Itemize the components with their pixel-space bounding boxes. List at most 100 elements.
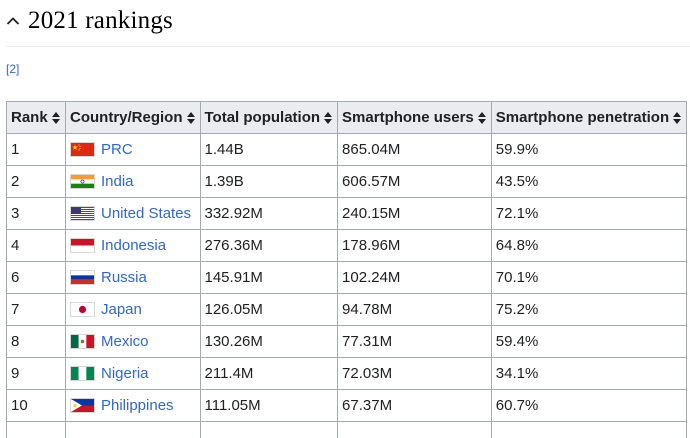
country-link[interactable]: India — [101, 173, 134, 190]
flag-india-icon — [70, 174, 95, 189]
cell-rank: 10 — [6, 389, 66, 422]
cell-population: 211.4M — [199, 357, 339, 390]
flag-russia-icon — [70, 270, 95, 285]
table-row — [6, 421, 688, 438]
cell-rank: 6 — [6, 261, 66, 294]
sort-icon[interactable] — [324, 111, 333, 124]
country-cell-content: Nigeria — [70, 365, 196, 382]
country-link[interactable]: Russia — [101, 269, 147, 286]
table-row: 3 United States 332.92M 240.15M 72.1% — [6, 197, 688, 230]
cell-population — [199, 421, 339, 438]
country-cell-content: United States — [70, 205, 196, 222]
country-link[interactable]: Indonesia — [101, 237, 167, 254]
cell-rank: 1 — [6, 133, 66, 166]
country-link[interactable]: Nigeria — [101, 365, 149, 382]
cell-country: India — [65, 165, 201, 198]
sort-icon[interactable] — [186, 111, 196, 124]
cell-population: 1.39B — [199, 165, 339, 198]
cell-rank: 9 — [6, 357, 66, 390]
header-penetration[interactable]: Smartphone penetration — [490, 101, 688, 134]
flag-usa-icon — [70, 206, 95, 221]
cell-population: 1.44B — [199, 133, 339, 166]
flag-mexico-icon — [70, 334, 95, 349]
country-link[interactable]: United States — [101, 205, 192, 222]
country-cell-content: Philippines — [70, 397, 196, 414]
cell-smartphone-users: 94.78M — [337, 293, 492, 326]
cell-penetration: 34.1% — [490, 357, 688, 390]
header-population[interactable]: Total population — [199, 101, 339, 134]
cell-country: Indonesia — [65, 229, 201, 262]
cell-smartphone-users — [337, 421, 492, 438]
cell-smartphone-users: 67.37M — [337, 389, 492, 422]
country-link[interactable]: Japan — [101, 301, 142, 318]
cell-smartphone-users: 72.03M — [337, 357, 492, 390]
cell-penetration: 72.1% — [490, 197, 688, 230]
cell-country: Japan — [65, 293, 201, 326]
flag-nigeria-icon — [70, 366, 95, 381]
header-rank[interactable]: Rank — [6, 101, 66, 134]
flag-china-icon — [70, 142, 95, 157]
country-link[interactable]: Philippines — [101, 397, 174, 414]
flag-japan-icon — [70, 302, 95, 317]
heading-divider — [6, 46, 690, 47]
country-cell-content: Mexico — [70, 333, 196, 350]
cell-country — [65, 421, 201, 438]
table-row: 1 PRC 1.44B 865.04M 59.9% — [6, 133, 688, 166]
country-cell-content: PRC — [70, 141, 196, 158]
cell-penetration: 59.4% — [490, 325, 688, 358]
sort-icon[interactable] — [477, 111, 487, 124]
sort-icon[interactable] — [52, 111, 61, 124]
cell-penetration: 59.9% — [490, 133, 688, 166]
table-row: 2 India 1.39B 606.57M 43.5% — [6, 165, 688, 198]
cell-population: 332.92M — [199, 197, 339, 230]
table-row: 6 Russia 145.91M 102.24M 70.1% — [6, 261, 688, 294]
cell-population: 130.26M — [199, 325, 339, 358]
cell-country: United States — [65, 197, 201, 230]
cell-country: PRC — [65, 133, 201, 166]
cell-country: Russia — [65, 261, 201, 294]
flag-indonesia-icon — [70, 238, 95, 253]
header-label: Smartphone users — [342, 109, 474, 126]
cell-rank: 8 — [6, 325, 66, 358]
cell-rank: 3 — [6, 197, 66, 230]
country-cell-content: Russia — [70, 269, 196, 286]
header-label: Smartphone penetration — [495, 109, 670, 126]
header-country[interactable]: Country/Region — [65, 101, 201, 134]
citation-link[interactable]: [2] — [6, 62, 20, 76]
cell-smartphone-users: 240.15M — [337, 197, 492, 230]
table-row: 8 Mexico 130.26M 77.31M 59.4% — [6, 325, 688, 358]
cell-smartphone-users: 606.57M — [337, 165, 492, 198]
cell-smartphone-users: 77.31M — [337, 325, 492, 358]
cell-penetration: 75.2% — [490, 293, 688, 326]
cell-population: 145.91M — [199, 261, 339, 294]
cell-rank: 2 — [6, 165, 66, 198]
country-link[interactable]: PRC — [101, 141, 133, 158]
cell-country: Philippines — [65, 389, 201, 422]
section-title: 2021 rankings — [28, 7, 173, 34]
cell-penetration: 70.1% — [490, 261, 688, 294]
header-smartphone-users[interactable]: Smartphone users — [337, 101, 492, 134]
cell-country: Mexico — [65, 325, 201, 358]
cell-rank — [6, 421, 66, 438]
cell-penetration: 64.8% — [490, 229, 688, 262]
cell-population: 276.36M — [199, 229, 339, 262]
cell-penetration — [490, 421, 688, 438]
cell-smartphone-users: 102.24M — [337, 261, 492, 294]
chevron-up-icon[interactable] — [6, 4, 28, 38]
cell-rank: 4 — [6, 229, 66, 262]
rankings-table: Rank Country/Region Total population Sma… — [6, 101, 688, 438]
country-cell-content: India — [70, 173, 196, 190]
header-label: Country/Region — [70, 109, 183, 126]
cell-penetration: 60.7% — [490, 389, 688, 422]
cell-smartphone-users: 178.96M — [337, 229, 492, 262]
country-cell-content: Japan — [70, 301, 196, 318]
table-row: 9 Nigeria 211.4M 72.03M 34.1% — [6, 357, 688, 390]
section-heading: 2021 rankings — [6, 4, 173, 38]
country-link[interactable]: Mexico — [101, 333, 149, 350]
table-header-row: Rank Country/Region Total population Sma… — [6, 101, 688, 134]
table-row: 4 Indonesia 276.36M 178.96M 64.8% — [6, 229, 688, 262]
table-body: 1 PRC 1.44B 865.04M 59.9% 2 India 1.39B 606.57M 4… — [6, 133, 688, 438]
sort-icon[interactable] — [673, 111, 682, 124]
cell-population: 126.05M — [199, 293, 339, 326]
cell-population: 111.05M — [199, 389, 339, 422]
